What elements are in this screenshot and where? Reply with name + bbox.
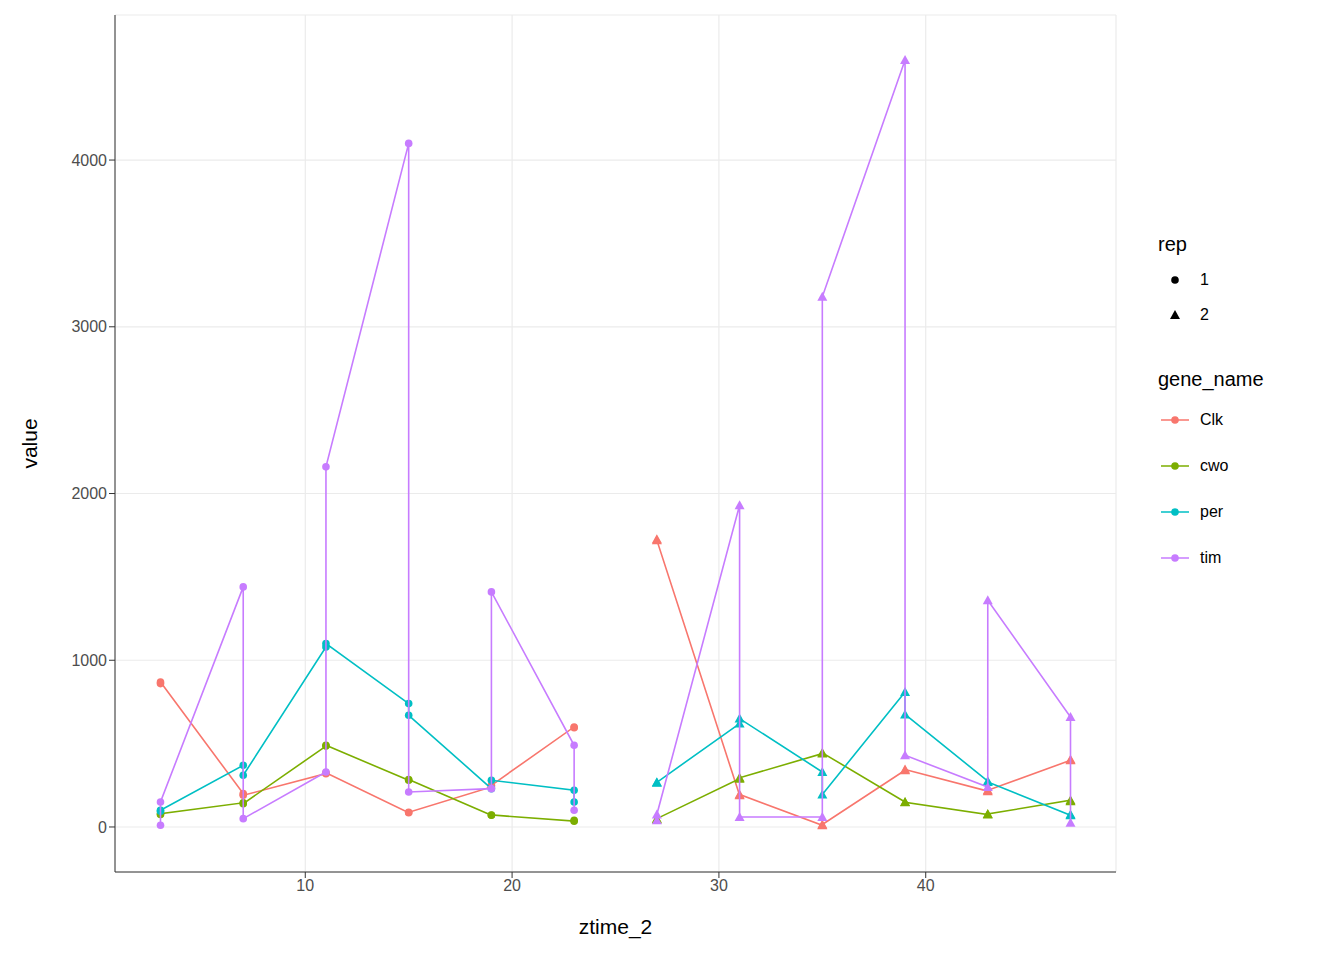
svg-text:30: 30 xyxy=(710,877,728,894)
svg-text:ztime_2: ztime_2 xyxy=(579,915,653,939)
svg-text:2000: 2000 xyxy=(71,485,107,502)
html-text:rep: rep xyxy=(1158,233,1187,255)
html-text:tim: tim xyxy=(1200,549,1222,566)
html-text:1: 1 xyxy=(1200,270,1209,288)
svg-text:4000: 4000 xyxy=(71,152,107,169)
html-text:per: per xyxy=(1200,503,1224,520)
html-text:2: 2 xyxy=(1200,305,1209,323)
svg-text:value: value xyxy=(18,418,41,468)
svg-text:10: 10 xyxy=(296,877,314,894)
svg-text:1000: 1000 xyxy=(71,652,107,669)
svg-text:40: 40 xyxy=(917,877,935,894)
svg-text:3000: 3000 xyxy=(71,318,107,335)
svg-text:0: 0 xyxy=(98,819,107,836)
html-text:Clk: Clk xyxy=(1200,411,1224,428)
svg-text:20: 20 xyxy=(503,877,521,894)
html-text:cwo: cwo xyxy=(1200,457,1229,474)
html-text:gene_name: gene_name xyxy=(1158,368,1264,390)
